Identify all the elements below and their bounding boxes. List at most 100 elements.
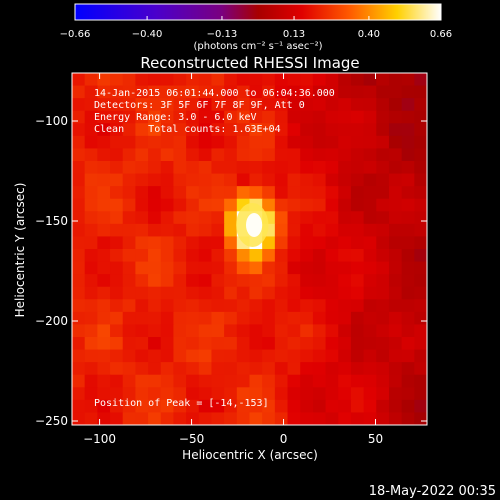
heatmap-cell xyxy=(148,324,162,338)
heatmap-cell xyxy=(388,173,403,187)
heatmap-cell xyxy=(198,135,213,150)
peak-position-label: Position of Peak = [-14,-153] xyxy=(94,398,269,409)
heatmap-cell xyxy=(312,349,327,363)
heatmap-cell xyxy=(363,299,377,313)
heatmap-cell xyxy=(135,286,149,300)
heatmap-cell xyxy=(72,211,86,225)
heatmap-cell xyxy=(72,349,86,363)
heatmap-cell xyxy=(401,85,415,99)
heatmap-cell xyxy=(300,198,314,212)
heatmap-cell xyxy=(338,274,352,288)
heatmap-cell xyxy=(414,135,427,150)
heatmap-cell xyxy=(160,110,175,124)
heatmap-cell xyxy=(388,399,403,414)
heatmap-cell xyxy=(376,73,390,87)
heatmap-cell xyxy=(312,387,327,401)
heatmap-cell xyxy=(97,186,111,200)
heatmap-cell xyxy=(401,98,415,112)
heatmap-cell xyxy=(363,374,377,388)
heatmap-cell xyxy=(148,349,162,363)
heatmap-cell xyxy=(300,236,314,250)
heatmap-cell xyxy=(84,198,98,212)
heatmap-cell xyxy=(262,261,276,275)
heatmap-cell xyxy=(300,223,314,238)
heatmap-cell xyxy=(300,123,314,137)
heatmap-cell xyxy=(97,148,111,162)
heatmap-cell xyxy=(388,236,403,250)
heatmap-cell xyxy=(198,110,213,124)
heatmap-cell xyxy=(148,135,162,150)
info-line-detectors: Detectors: 3F 5F 6F 7F 8F 9F, Att 0 xyxy=(94,100,305,111)
heatmap-cell xyxy=(287,324,301,338)
heatmap-cell xyxy=(338,337,352,351)
heatmap-cell xyxy=(173,110,187,124)
heatmap-cell xyxy=(262,173,276,187)
heatmap-cell xyxy=(198,249,213,263)
heatmap-cell xyxy=(249,173,263,187)
heatmap-cell xyxy=(110,261,124,275)
heatmap-cell xyxy=(236,274,251,288)
heatmap-cell xyxy=(388,412,403,425)
heatmap-cell xyxy=(236,387,251,401)
heatmap-cell xyxy=(414,73,427,87)
heatmap-cell xyxy=(262,85,276,99)
heatmap-cell xyxy=(186,261,200,275)
heatmap-cell xyxy=(287,299,301,313)
heatmap-cell xyxy=(84,223,98,238)
heatmap-cell xyxy=(414,98,427,112)
heatmap-cell xyxy=(84,236,98,250)
heatmap-cell xyxy=(414,173,427,187)
heatmap-cell xyxy=(135,98,149,112)
heatmap-cell xyxy=(122,362,136,376)
heatmap-cell xyxy=(135,223,149,238)
heatmap-cell xyxy=(388,123,403,137)
heatmap-cell xyxy=(135,148,149,162)
heatmap-cell xyxy=(363,412,377,425)
heatmap-cell xyxy=(287,412,301,425)
heatmap-cell xyxy=(198,173,213,187)
heatmap-cell xyxy=(198,412,213,425)
heatmap-cell xyxy=(160,211,175,225)
heatmap-cell xyxy=(350,311,365,326)
heatmap-cell xyxy=(414,412,427,425)
heatmap-cell xyxy=(211,123,225,137)
heatmap-cell xyxy=(249,399,263,414)
heatmap-cell xyxy=(236,249,251,263)
heatmap-cell xyxy=(325,324,339,338)
heatmap-cell xyxy=(249,85,263,99)
heatmap-cell xyxy=(262,387,276,401)
heatmap-cell xyxy=(84,412,98,425)
heatmap-cell xyxy=(350,85,365,99)
heatmap-cell xyxy=(198,211,213,225)
heatmap-cell xyxy=(72,362,86,376)
heatmap-cell xyxy=(262,349,276,363)
heatmap-cell xyxy=(160,399,175,414)
heatmap-cell xyxy=(97,387,111,401)
heatmap-cell xyxy=(236,261,251,275)
heatmap-cell xyxy=(414,362,427,376)
colorbar-gradient xyxy=(74,3,442,21)
heatmap-cell xyxy=(363,85,377,99)
heatmap-cell xyxy=(173,198,187,212)
heatmap-cell xyxy=(363,387,377,401)
heatmap-cell xyxy=(363,123,377,137)
heatmap-cell xyxy=(211,148,225,162)
heatmap-cell xyxy=(338,223,352,238)
heatmap-cell xyxy=(414,374,427,388)
heatmap-cell xyxy=(388,223,403,238)
heatmap-cell xyxy=(376,198,390,212)
heatmap-cell xyxy=(122,223,136,238)
heatmap-cell xyxy=(312,85,327,99)
heatmap-cell xyxy=(224,85,238,99)
heatmap-cell xyxy=(325,223,339,238)
heatmap-cell xyxy=(376,261,390,275)
heatmap-cell xyxy=(122,387,136,401)
heatmap-cell xyxy=(97,324,111,338)
heatmap-cell xyxy=(363,110,377,124)
heatmap-cell xyxy=(224,211,238,225)
colorbar-ticks: −0.66 −0.40 −0.13 0.13 0.40 0.66 xyxy=(60,16,452,40)
heatmap-cell xyxy=(186,148,200,162)
heatmap-cell xyxy=(122,161,136,175)
heatmap-cell xyxy=(312,110,327,124)
heatmap-cell xyxy=(198,274,213,288)
